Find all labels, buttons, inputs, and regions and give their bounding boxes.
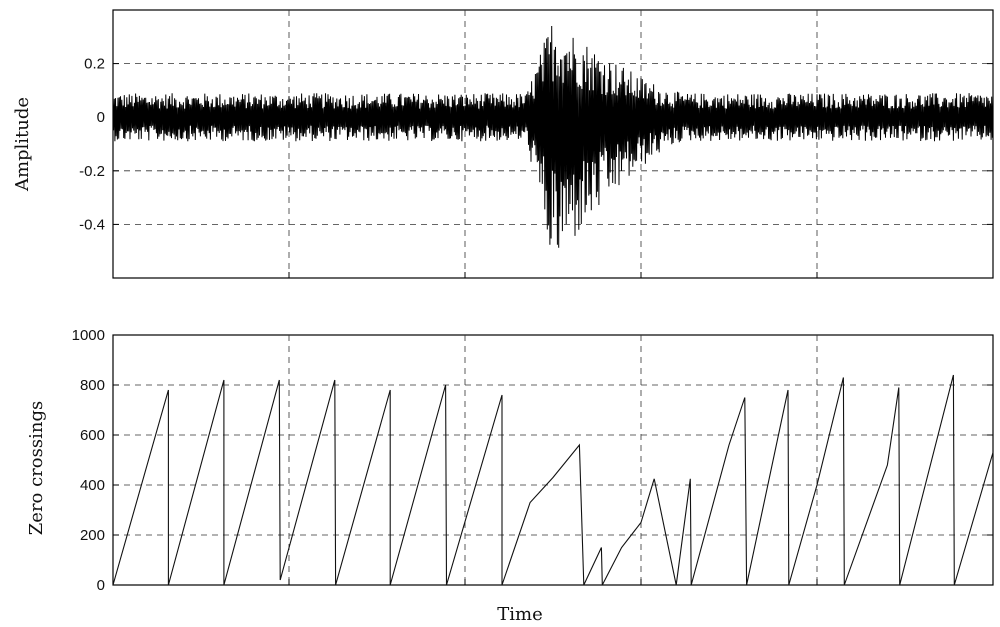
- time-xlabel: Time: [497, 604, 542, 625]
- ytick-label: 600: [80, 427, 105, 444]
- zero-crossings-ticks: 0 200 400 600 800 1000: [72, 327, 993, 594]
- zero-crossings-plot-frame: [112, 334, 994, 586]
- ytick-label: 800: [80, 377, 105, 394]
- ytick-label: 400: [80, 477, 105, 494]
- ytick-label: 0.2: [84, 56, 105, 73]
- ytick-label: 0: [97, 577, 105, 594]
- ytick-label: 0: [97, 109, 105, 126]
- zero-crossings-plot: 0 200 400 600 800 1000 Zero crossings Time: [26, 327, 994, 625]
- ytick-label: 1000: [72, 327, 105, 344]
- ytick-label: -0.4: [79, 216, 105, 233]
- amplitude-plot: 0.2 0 -0.2 -0.4 Amplitude: [12, 9, 994, 279]
- ytick-label: -0.2: [79, 163, 105, 180]
- zero-crossings-ylabel: Zero crossings: [26, 401, 47, 535]
- amplitude-ylabel: Amplitude: [12, 97, 33, 192]
- ytick-label: 200: [80, 527, 105, 544]
- amplitude-ticks: 0.2 0 -0.2 -0.4: [79, 56, 993, 278]
- amplitude-signal-line: [112, 25, 994, 248]
- zero-crossings-grid: [113, 335, 993, 585]
- zero-crossings-sawtooth-line: [112, 374, 994, 586]
